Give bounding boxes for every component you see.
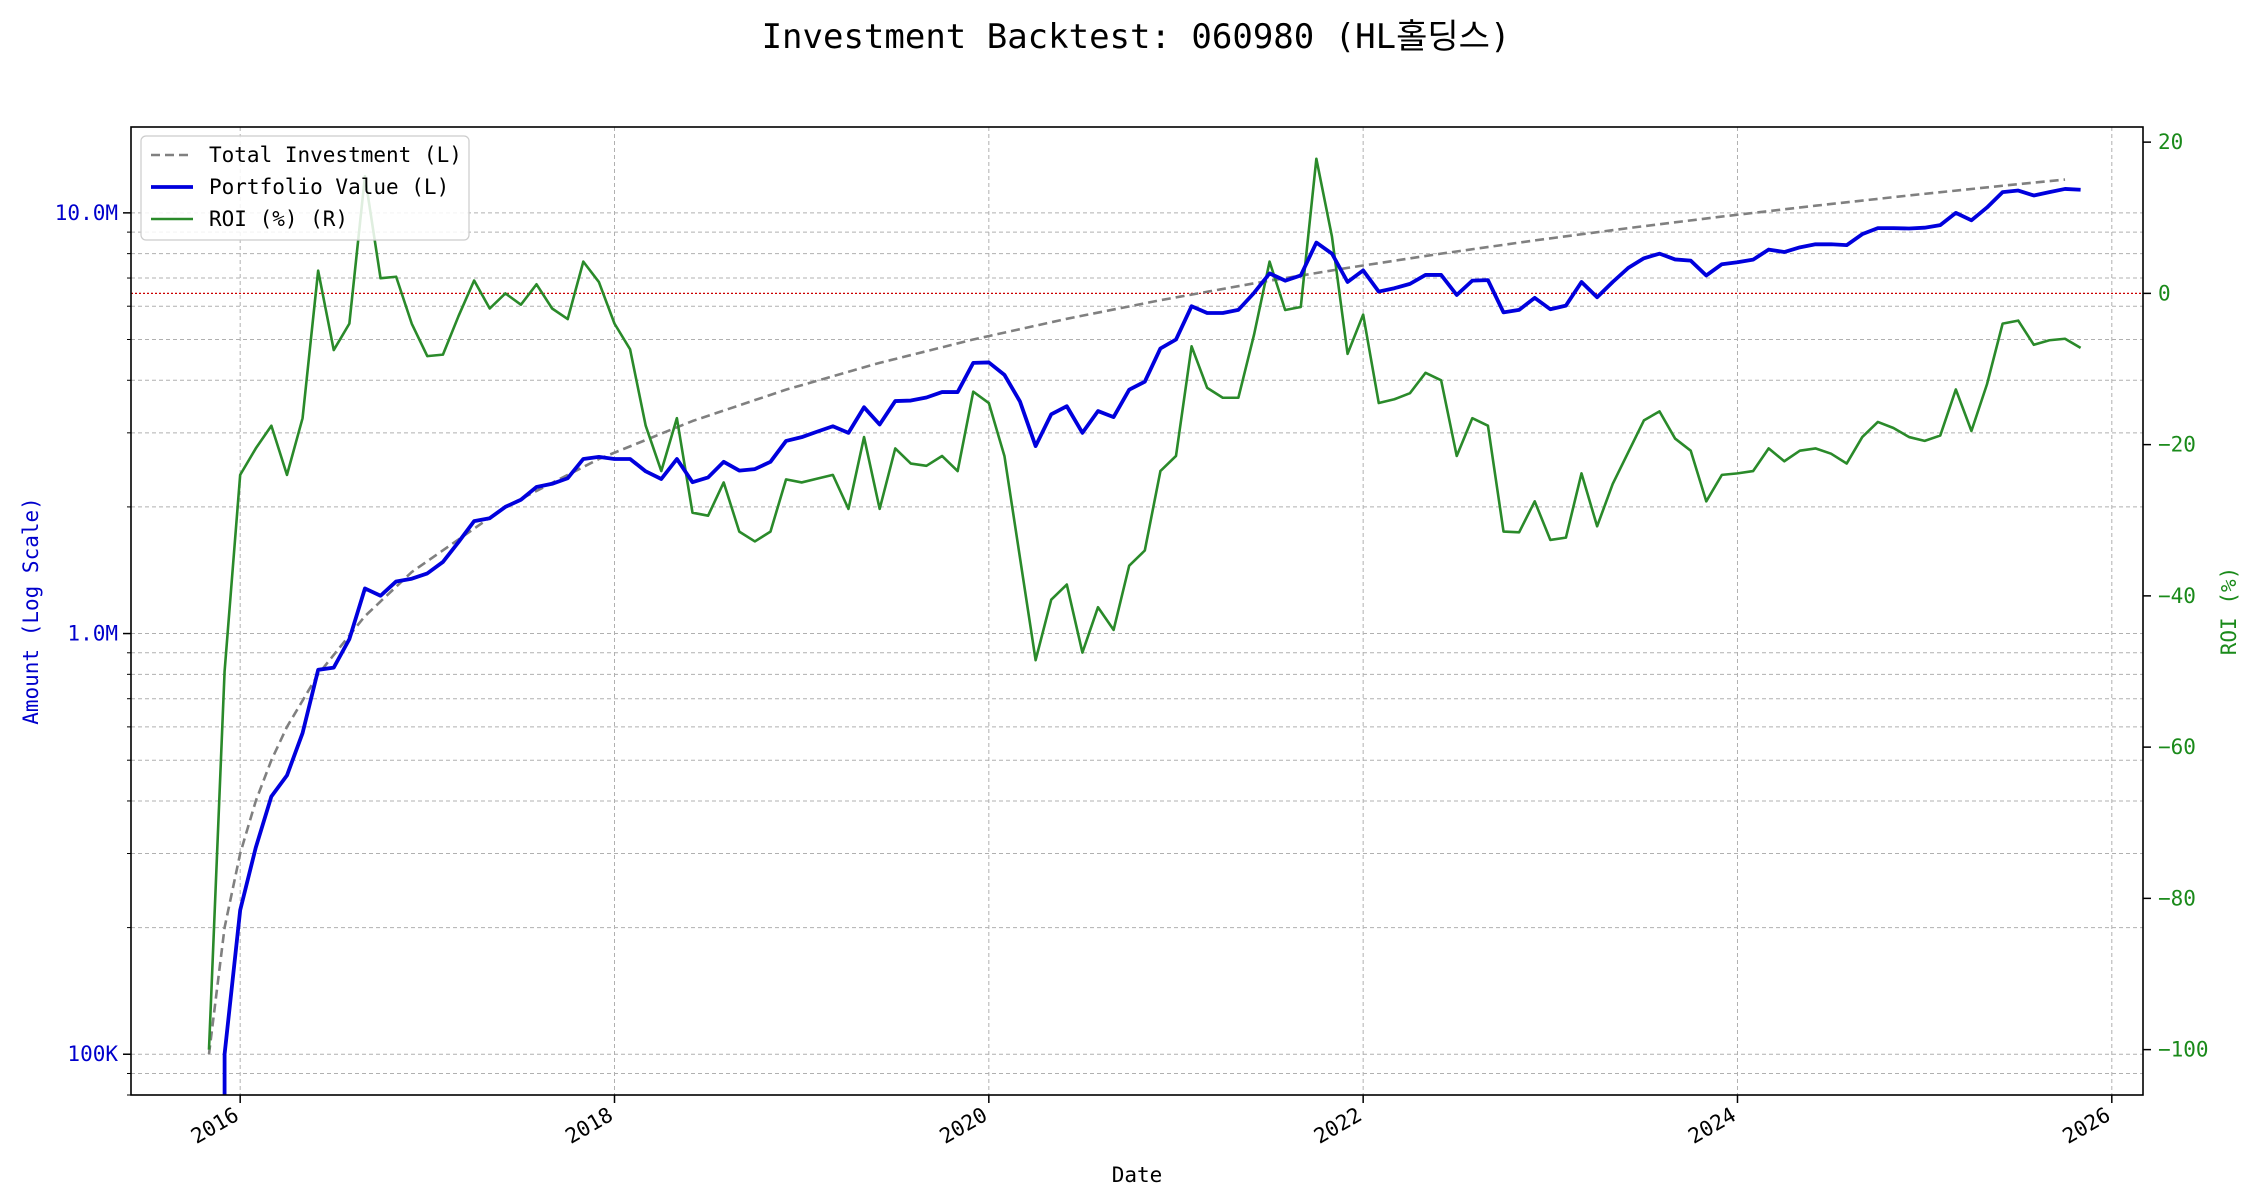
y-left-tick-label: 10.0M — [55, 201, 118, 225]
grid-layer — [131, 127, 2143, 1096]
y-left-axis-label: Amount (Log Scale) — [19, 497, 43, 725]
axis-layer: 2016 2018 2020 2022 2024 2026 100K 1.0M 10.0M 20 0… — [55, 130, 2209, 1148]
legend-label-investment: Total Investment (L) — [209, 143, 462, 167]
x-tick-label: 2016 — [187, 1103, 243, 1149]
series-line-roi — [207, 157, 2082, 1050]
y-right-tick-label: −20 — [2158, 433, 2196, 457]
y-right-tick-label: −40 — [2158, 584, 2196, 608]
y-left-tick-label: 100K — [67, 1042, 118, 1066]
x-tick-label: 2020 — [936, 1103, 992, 1149]
legend-label-portfolio: Portfolio Value (L) — [209, 175, 449, 199]
x-axis-label: Date — [1112, 1163, 1163, 1187]
x-tick-label: 2022 — [1310, 1103, 1366, 1149]
x-tick-label: 2024 — [1684, 1103, 1740, 1149]
y-right-tick-label: −100 — [2158, 1038, 2209, 1062]
legend-label-roi: ROI (%) (R) — [209, 207, 348, 231]
x-tick-label: 2026 — [2059, 1103, 2115, 1149]
series-line-investment — [207, 178, 2066, 1055]
x-tick-label: 2018 — [561, 1103, 617, 1149]
legend-box — [140, 135, 470, 241]
chart-title: Investment Backtest: 060980 (HL홀딩스) — [762, 17, 1511, 57]
y-right-tick-label: −60 — [2158, 735, 2196, 759]
y-right-axis-label: ROI (%) — [2217, 567, 2241, 656]
y-right-tick-label: 0 — [2158, 281, 2171, 305]
y-right-tick-label: 20 — [2158, 130, 2183, 154]
y-left-tick-label: 1.0M — [67, 622, 118, 646]
series-layer — [131, 157, 2143, 1095]
legend: Total Investment (L) Portfolio Value (L) R… — [140, 135, 470, 241]
y-right-tick-label: −80 — [2158, 886, 2196, 910]
series-line-portfolio — [222, 187, 2081, 1095]
plot-frame — [130, 126, 2144, 1096]
